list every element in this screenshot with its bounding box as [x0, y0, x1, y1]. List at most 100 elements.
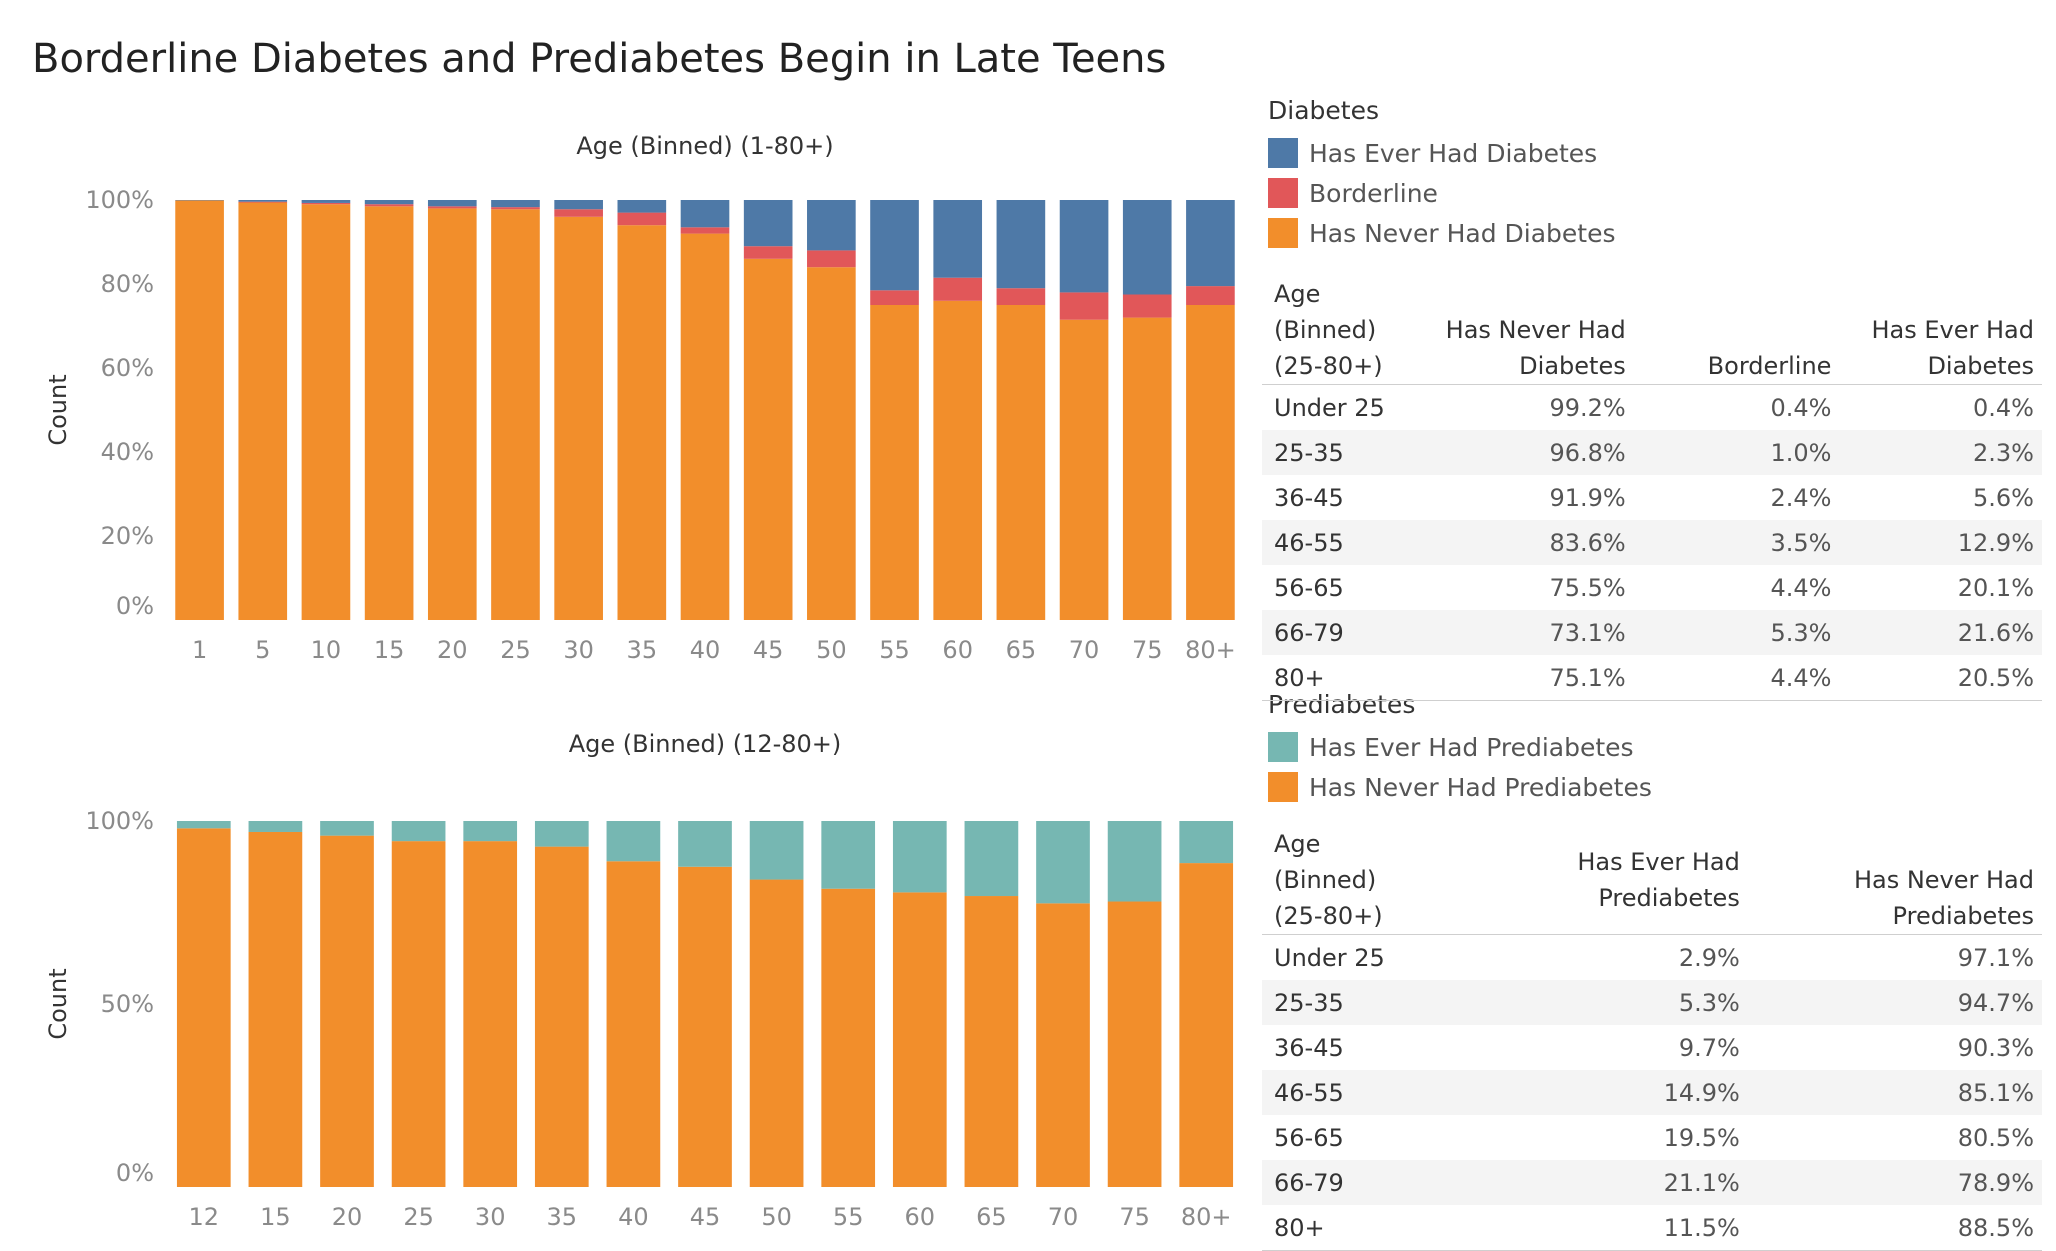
bar-segment-has-never-had-diabetes [175, 200, 224, 620]
legend-item-has-never-had-prediabetes[interactable]: Has Never Had Prediabetes [1268, 767, 1652, 807]
y-axis-title: Count [44, 968, 72, 1039]
legend-swatch [1268, 218, 1298, 248]
bar-segment-has-ever-had-prediabetes [965, 821, 1019, 896]
x-tick-label: 15 [260, 1203, 291, 1231]
x-tick-label: 5 [255, 636, 270, 664]
bar-segment-has-never-had-diabetes [554, 217, 603, 620]
diabetes-legend: Diabetes Has Ever Had Diabetes Borderlin… [1268, 96, 1615, 253]
bar-segment-has-ever-had-prediabetes [177, 821, 231, 828]
bar-segment-has-ever-had-diabetes [807, 200, 856, 250]
dashboard-title: Borderline Diabetes and Prediabetes Begi… [32, 36, 1166, 82]
bar-segment-borderline [238, 202, 287, 203]
bar-segment-has-ever-had-prediabetes [607, 821, 661, 861]
x-tick-label: 10 [311, 636, 342, 664]
table-header-row: Age (Binned)(25-80+) Has Ever Had Predia… [1262, 826, 2042, 935]
table-cell: 85.1% [1748, 1070, 2042, 1115]
bar-segment-has-ever-had-diabetes [870, 200, 919, 290]
column-header-age[interactable]: Age (Binned)(25-80+) [1262, 276, 1431, 385]
x-tick-label: 45 [753, 636, 784, 664]
y-tick-label: 50% [101, 990, 154, 1018]
prediabetes-legend: Prediabetes Has Ever Had Prediabetes Has… [1268, 690, 1652, 807]
table-cell: 56-65 [1262, 1115, 1436, 1160]
table-cell: 0.4% [1634, 385, 1840, 431]
table-cell: 78.9% [1748, 1160, 2042, 1205]
bar-segment-has-never-had-diabetes [302, 204, 351, 620]
table-cell: 5.3% [1634, 610, 1840, 655]
table-cell: 14.9% [1436, 1070, 1748, 1115]
bar-segment-has-ever-had-prediabetes [821, 821, 875, 889]
bar-segment-has-never-had-prediabetes [1036, 903, 1090, 1187]
table-cell: 0.4% [1839, 385, 2042, 431]
legend-item-has-ever-had-prediabetes[interactable]: Has Ever Had Prediabetes [1268, 727, 1652, 767]
y-tick-label: 60% [101, 354, 154, 382]
bar-segment-has-ever-had-diabetes [554, 200, 603, 209]
bar-segment-borderline [807, 250, 856, 267]
table-cell: 75.5% [1431, 565, 1634, 610]
bar-segment-has-ever-had-prediabetes [392, 821, 446, 841]
diabetes-stacked-bar-chart: Age (Binned) (1-80+)Count0%20%40%60%80%1… [0, 118, 1250, 678]
table-cell: 2.9% [1436, 935, 1748, 981]
bar-segment-has-ever-had-diabetes [365, 200, 414, 204]
bar-segment-has-never-had-diabetes [744, 259, 793, 620]
bar-segment-has-never-had-prediabetes [392, 841, 446, 1187]
legend-label: Has Ever Had Prediabetes [1309, 733, 1634, 762]
table-cell: Under 25 [1262, 385, 1431, 431]
bar-segment-has-never-had-prediabetes [463, 841, 517, 1187]
column-header-ever-had-prediabetes[interactable]: Has Ever Had Prediabetes [1436, 826, 1748, 935]
table-cell: 4.4% [1634, 655, 1840, 701]
x-tick-label: 75 [1132, 636, 1163, 664]
bar-segment-has-ever-had-diabetes [491, 200, 540, 207]
table-cell: Under 25 [1262, 935, 1436, 981]
legend-item-borderline[interactable]: Borderline [1268, 173, 1615, 213]
bar-segment-has-ever-had-prediabetes [249, 821, 303, 832]
table-row: 80+75.1%4.4%20.5% [1262, 655, 2042, 701]
table-cell: 75.1% [1431, 655, 1634, 701]
bar-segment-borderline [365, 204, 414, 206]
bar-segment-has-never-had-diabetes [238, 203, 287, 620]
bar-segment-has-ever-had-prediabetes [1108, 821, 1162, 902]
column-header-age[interactable]: Age (Binned)(25-80+) [1262, 826, 1436, 935]
bar-segment-has-ever-had-diabetes [302, 200, 351, 203]
table-cell: 96.8% [1431, 430, 1634, 475]
bar-segment-has-never-had-diabetes [1060, 320, 1109, 620]
table-cell: 12.9% [1839, 520, 2042, 565]
y-tick-label: 80% [101, 270, 154, 298]
column-header-borderline[interactable]: Borderline [1634, 276, 1840, 385]
table-cell: 4.4% [1634, 565, 1840, 610]
table-cell: 36-45 [1262, 1025, 1436, 1070]
bar-segment-borderline [491, 207, 540, 209]
bar-segment-has-ever-had-diabetes [1123, 200, 1172, 295]
legend-item-has-never-had-diabetes[interactable]: Has Never Had Diabetes [1268, 213, 1615, 253]
legend-item-has-ever-had-diabetes[interactable]: Has Ever Had Diabetes [1268, 133, 1615, 173]
prediabetes-percentage-table: Age (Binned)(25-80+) Has Ever Had Predia… [1262, 826, 2042, 1251]
table-cell: 3.5% [1634, 520, 1840, 565]
x-tick-label: 45 [690, 1203, 721, 1231]
bar-segment-has-never-had-diabetes [618, 225, 667, 620]
bar-segment-borderline [1186, 286, 1235, 305]
bar-segment-has-ever-had-diabetes [618, 200, 667, 213]
bar-segment-borderline [1123, 295, 1172, 318]
table-cell: 20.1% [1839, 565, 2042, 610]
y-axis-title: Count [44, 374, 72, 445]
y-tick-label: 100% [85, 186, 154, 214]
x-tick-label: 30 [475, 1203, 506, 1231]
bar-segment-has-ever-had-prediabetes [893, 821, 947, 892]
y-tick-label: 100% [85, 807, 154, 835]
bar-segment-has-ever-had-diabetes [1060, 200, 1109, 292]
bar-segment-has-never-had-diabetes [807, 267, 856, 620]
